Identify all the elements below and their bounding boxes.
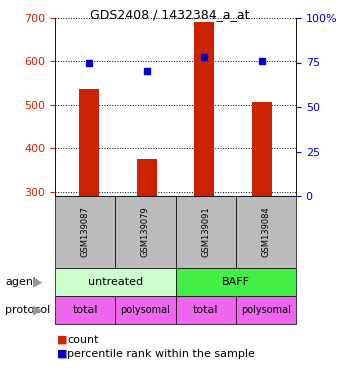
Bar [252,102,272,196]
Text: GSM139084: GSM139084 [261,207,270,257]
Text: ▶: ▶ [33,275,43,288]
Text: total: total [72,305,98,315]
Text: polysomal: polysomal [120,305,170,315]
Text: polysomal: polysomal [241,305,291,315]
Text: ■: ■ [57,349,68,359]
Text: total: total [193,305,218,315]
Text: protocol: protocol [5,305,50,315]
Text: ▶: ▶ [33,303,43,316]
Bar [79,89,100,196]
Text: untreated: untreated [88,277,143,287]
Text: GDS2408 / 1432384_a_at: GDS2408 / 1432384_a_at [90,8,250,21]
Bar [194,22,214,196]
Text: GSM139091: GSM139091 [201,207,210,257]
Text: count: count [67,335,99,345]
Text: BAFF: BAFF [222,277,250,287]
Text: GSM139079: GSM139079 [141,207,150,257]
Text: agent: agent [5,277,37,287]
Text: ■: ■ [57,335,68,345]
Bar [137,159,157,196]
Text: percentile rank within the sample: percentile rank within the sample [67,349,255,359]
Text: GSM139087: GSM139087 [81,207,90,257]
